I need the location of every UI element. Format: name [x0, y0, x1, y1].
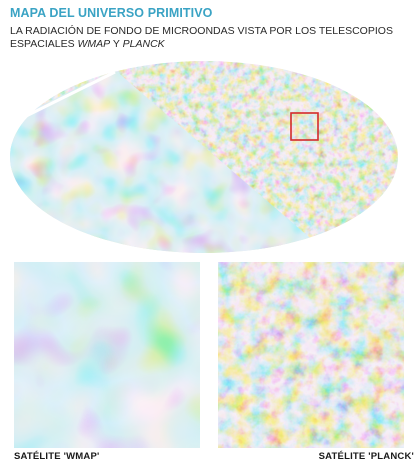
subtitle-connector: Y	[110, 38, 123, 50]
caption-wmap: SATÉLITE 'WMAP'	[14, 451, 100, 462]
subtitle-wmap: WMAP	[77, 38, 111, 50]
planck-panel-svg	[218, 262, 404, 448]
wmap-panel-svg	[14, 262, 200, 448]
divider-line	[5, 70, 116, 128]
subtitle-prefix: ESPACIALES	[10, 38, 78, 50]
subtitle-line-1: LA RADIACIÓN DE FONDO DE MICROONDAS VIST…	[10, 25, 393, 37]
sky-map	[0, 60, 414, 255]
planck-panel	[218, 262, 404, 448]
planck-zoom-fill	[218, 262, 404, 448]
wmap-panel	[14, 262, 200, 448]
highlight-box	[290, 112, 319, 141]
subtitle: LA RADIACIÓN DE FONDO DE MICROONDAS VIST…	[10, 25, 405, 51]
subtitle-planck: PLANCK	[122, 38, 165, 50]
wmap-zoom-fill	[14, 262, 200, 448]
sky-map-svg	[5, 61, 398, 253]
caption-planck: SATÉLITE 'PLANCK'	[318, 451, 414, 462]
page-title: MAPA DEL UNIVERSO PRIMITIVO	[10, 6, 213, 20]
subtitle-line-2: ESPACIALES WMAP Y PLANCK	[10, 38, 405, 51]
